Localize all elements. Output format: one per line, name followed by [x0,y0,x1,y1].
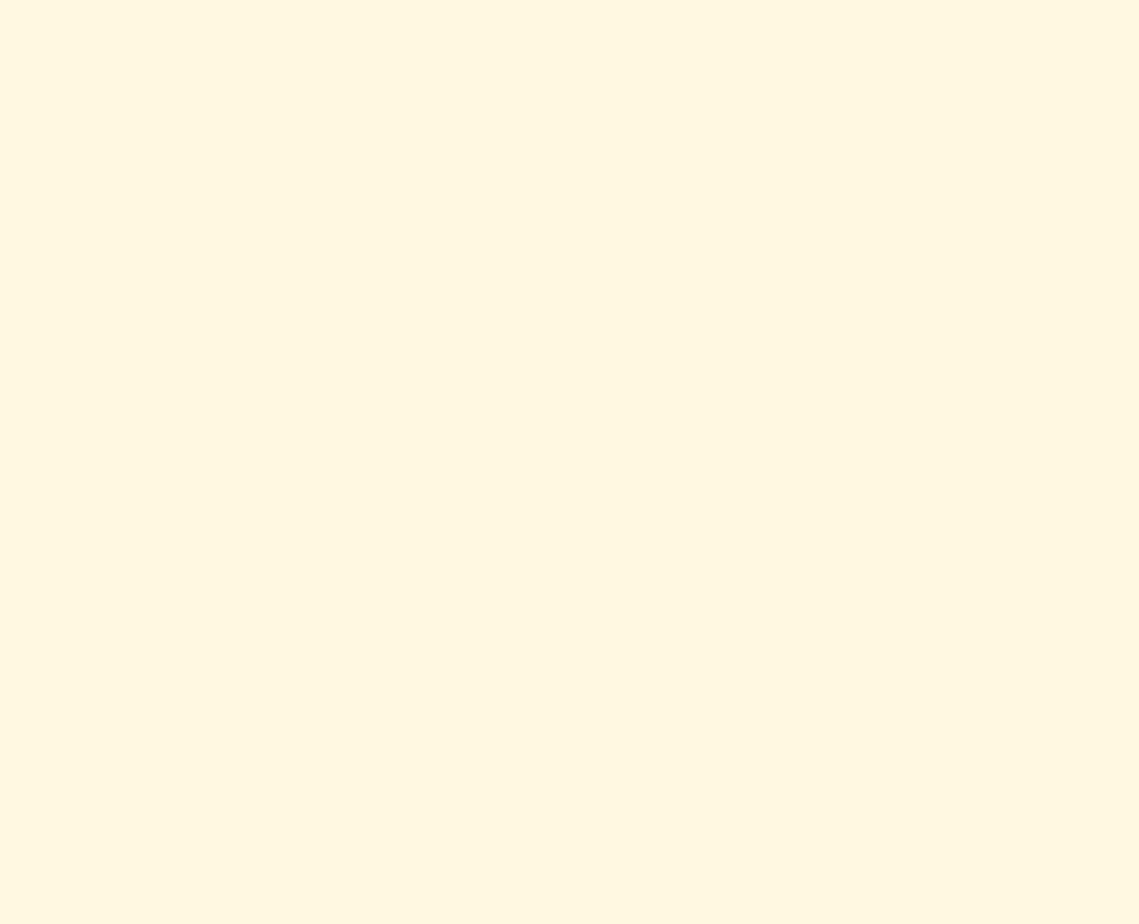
chart [0,0,1139,924]
